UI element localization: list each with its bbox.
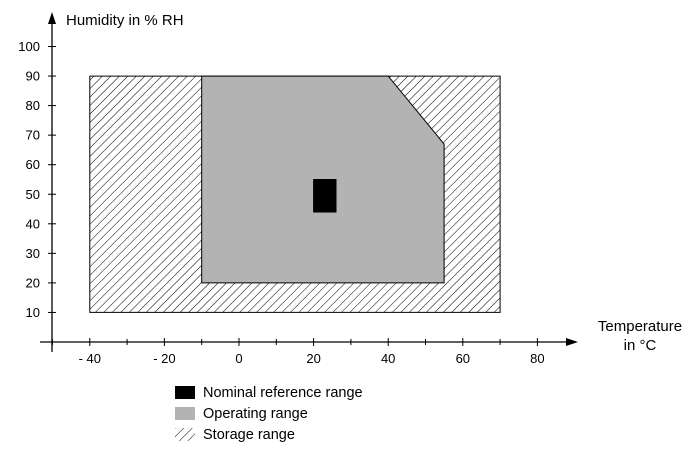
x-tick-label: 20 xyxy=(306,351,320,366)
x-axis-title-line-2: in °C xyxy=(624,337,657,354)
y-tick-label: 30 xyxy=(26,246,40,261)
legend-label-storage: Storage range xyxy=(203,426,295,443)
legend-label-operating: Operating range xyxy=(203,405,308,422)
y-tick-label: 10 xyxy=(26,305,40,320)
x-axis-title-line-1: Temperature xyxy=(598,318,682,335)
x-tick-label: 60 xyxy=(456,351,470,366)
legend-swatch-nominal xyxy=(175,386,195,399)
x-tick-label: - 40 xyxy=(79,351,101,366)
y-tick-label: 100 xyxy=(18,39,40,54)
humidity-temperature-chart: - 40 - 20 0 20 40 60 80 10 20 30 40 50 60 70 80 90 100 H… xyxy=(18,12,682,366)
y-tick-label: 60 xyxy=(26,157,40,172)
legend-item-operating: Operating range xyxy=(175,403,363,424)
y-tick-label: 20 xyxy=(26,275,40,290)
x-tick-label: - 20 xyxy=(153,351,175,366)
legend: Nominal reference range Operating range … xyxy=(175,382,363,445)
legend-label-nominal: Nominal reference range xyxy=(203,384,363,401)
y-tick-label: 80 xyxy=(26,98,40,113)
legend-swatch-operating xyxy=(175,407,195,420)
y-axis-title: Humidity in % RH xyxy=(66,12,184,29)
y-axis-arrow-icon xyxy=(48,12,56,24)
y-tick-label: 70 xyxy=(26,128,40,143)
x-tick-label: 0 xyxy=(235,351,242,366)
legend-item-nominal: Nominal reference range xyxy=(175,382,363,403)
y-tick-label: 90 xyxy=(26,69,40,84)
x-tick-label: 80 xyxy=(530,351,544,366)
legend-item-storage: Storage range xyxy=(175,424,363,445)
y-tick-label: 40 xyxy=(26,216,40,231)
x-tick-label: 40 xyxy=(381,351,395,366)
y-tick-label: 50 xyxy=(26,187,40,202)
x-axis-arrow-icon xyxy=(566,338,578,346)
nominal-reference-region xyxy=(313,179,337,213)
legend-swatch-storage xyxy=(175,428,195,441)
